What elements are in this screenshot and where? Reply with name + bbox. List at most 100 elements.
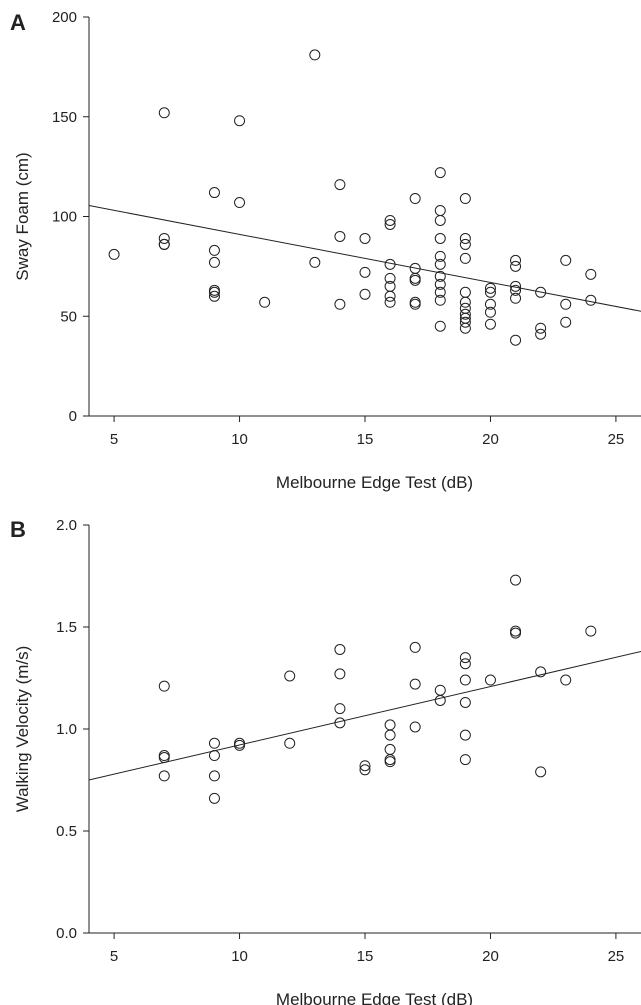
panel-a-data-point xyxy=(434,294,446,306)
panel-a-letter: A xyxy=(10,10,26,35)
panel-a-data-point xyxy=(434,167,446,179)
panel-b-data-point xyxy=(434,694,446,706)
panel-a-data-point xyxy=(234,115,246,127)
panel-b-data-point xyxy=(359,764,371,776)
panel-b-data-point xyxy=(384,756,396,768)
panel-a-y-tick-label: 100 xyxy=(52,209,77,226)
panel-a-y-axis-title: Sway Foam (cm) xyxy=(13,152,32,280)
panel-a-data-point xyxy=(158,238,170,250)
panel-b-data-point xyxy=(384,754,396,766)
panel-a-data-point xyxy=(409,298,421,310)
panel-b-y-tick-label: 2.0 xyxy=(56,517,77,534)
panel-a-x-axis-title: Melbourne Edge Test (dB) xyxy=(276,473,473,492)
panel-a-data-point xyxy=(334,230,346,242)
panel-b-data-point xyxy=(334,668,346,680)
panel-b-data-point xyxy=(359,760,371,772)
panel-a-data-point xyxy=(208,290,220,302)
panel-a-data-point xyxy=(208,187,220,199)
panel-b-data-point xyxy=(284,670,296,682)
panel-b-data-point xyxy=(434,684,446,696)
panel-a-x-tick-label: 20 xyxy=(482,431,499,448)
panel-b-data-point xyxy=(158,680,170,692)
panel-b-data-point xyxy=(334,717,346,729)
panel-a-data-point xyxy=(359,288,371,300)
panel-b-x-tick-label: 25 xyxy=(608,948,625,965)
panel-a-data-point xyxy=(459,302,471,314)
panel-a-data-point xyxy=(560,254,572,266)
panel-b-data-point xyxy=(158,752,170,764)
panel-b-data-point xyxy=(459,696,471,708)
panel-b-data-point xyxy=(409,641,421,653)
panel-b-y-tick-label: 0.0 xyxy=(56,925,77,942)
panel-a-data-point xyxy=(384,272,396,284)
panel-a-data-point xyxy=(459,286,471,298)
panel-a-data-point xyxy=(434,232,446,244)
panel-a-data-point xyxy=(208,244,220,256)
panel-a-data-point xyxy=(459,296,471,308)
panel-a-data-point xyxy=(434,214,446,226)
panel-b-x-tick-label: 20 xyxy=(482,948,499,965)
panel-a-data-point xyxy=(484,306,496,318)
panel-b-data-point xyxy=(208,750,220,762)
panel-a-data-point xyxy=(459,308,471,320)
panel-a-data-point xyxy=(459,252,471,264)
panel-a-data-point xyxy=(309,49,321,61)
panel-b-y-axis-title: Walking Velocity (m/s) xyxy=(13,646,32,813)
panel-b-data-point xyxy=(535,666,547,678)
panel-a-data-point xyxy=(359,266,371,278)
panel-b-walking-velocity: B Melbourne Edge Test (dB) Walking Veloc… xyxy=(10,517,641,1005)
panel-b-data-point xyxy=(334,643,346,655)
panel-a-data-point xyxy=(434,278,446,290)
panel-b-data-point xyxy=(334,703,346,715)
panel-a-data-point xyxy=(459,322,471,334)
panel-b-data-point xyxy=(158,750,170,762)
panel-b-x-axis-title: Melbourne Edge Test (dB) xyxy=(276,990,473,1005)
panel-b-data-point xyxy=(510,625,522,637)
panel-a-y-tick-label: 200 xyxy=(52,9,77,26)
panel-a-data-point xyxy=(409,193,421,205)
panel-b-data-point xyxy=(234,737,246,749)
panel-a-x-tick-label: 5 xyxy=(110,431,118,448)
panel-b-data-point xyxy=(384,719,396,731)
panel-a-data-point xyxy=(434,270,446,282)
panel-b-data-point xyxy=(459,729,471,741)
panel-b-data-point xyxy=(384,729,396,741)
panel-b-x-tick-label: 10 xyxy=(231,948,248,965)
panel-b-data-point xyxy=(409,721,421,733)
panel-b-data-point xyxy=(585,625,597,637)
panel-a-data-point xyxy=(359,232,371,244)
panel-a-data-point xyxy=(434,286,446,298)
panel-a-data-point xyxy=(459,193,471,205)
panel-a-data-point xyxy=(510,334,522,346)
panel-b-data-point xyxy=(234,739,246,751)
panel-a-regression-line xyxy=(88,205,641,312)
panel-a-data-point xyxy=(484,286,496,298)
panel-a-data-point xyxy=(384,258,396,270)
panel-b-data-point xyxy=(459,674,471,686)
panel-a-data-point xyxy=(585,294,597,306)
panel-a-data-point xyxy=(434,250,446,262)
panel-a-data-point xyxy=(585,268,597,280)
panel-a-data-point xyxy=(158,232,170,244)
panel-a-data-point xyxy=(459,238,471,250)
panel-a-data-point xyxy=(510,254,522,266)
panel-b-data-point xyxy=(208,792,220,804)
panel-a-data-point xyxy=(334,298,346,310)
panel-a-y-tick-label: 50 xyxy=(60,308,77,325)
panel-b-y-tick-label: 0.5 xyxy=(56,823,77,840)
panel-a-data-point xyxy=(484,318,496,330)
panel-a-y-tick-label: 0 xyxy=(69,408,77,425)
panel-b-x-tick-label: 5 xyxy=(110,948,118,965)
panel-a-data-point xyxy=(384,296,396,308)
panel-b-x-tick-label: 15 xyxy=(357,948,374,965)
panel-a-data-point xyxy=(510,280,522,292)
panel-b-data-point xyxy=(535,766,547,778)
panel-a-data-point xyxy=(484,298,496,310)
panel-b-data-point xyxy=(510,574,522,586)
panel-a-data-point xyxy=(510,292,522,304)
panel-a-data-point xyxy=(459,316,471,328)
panel-a-data-point xyxy=(535,286,547,298)
panel-a-data-point xyxy=(560,316,572,328)
panel-a-data-point xyxy=(384,218,396,230)
